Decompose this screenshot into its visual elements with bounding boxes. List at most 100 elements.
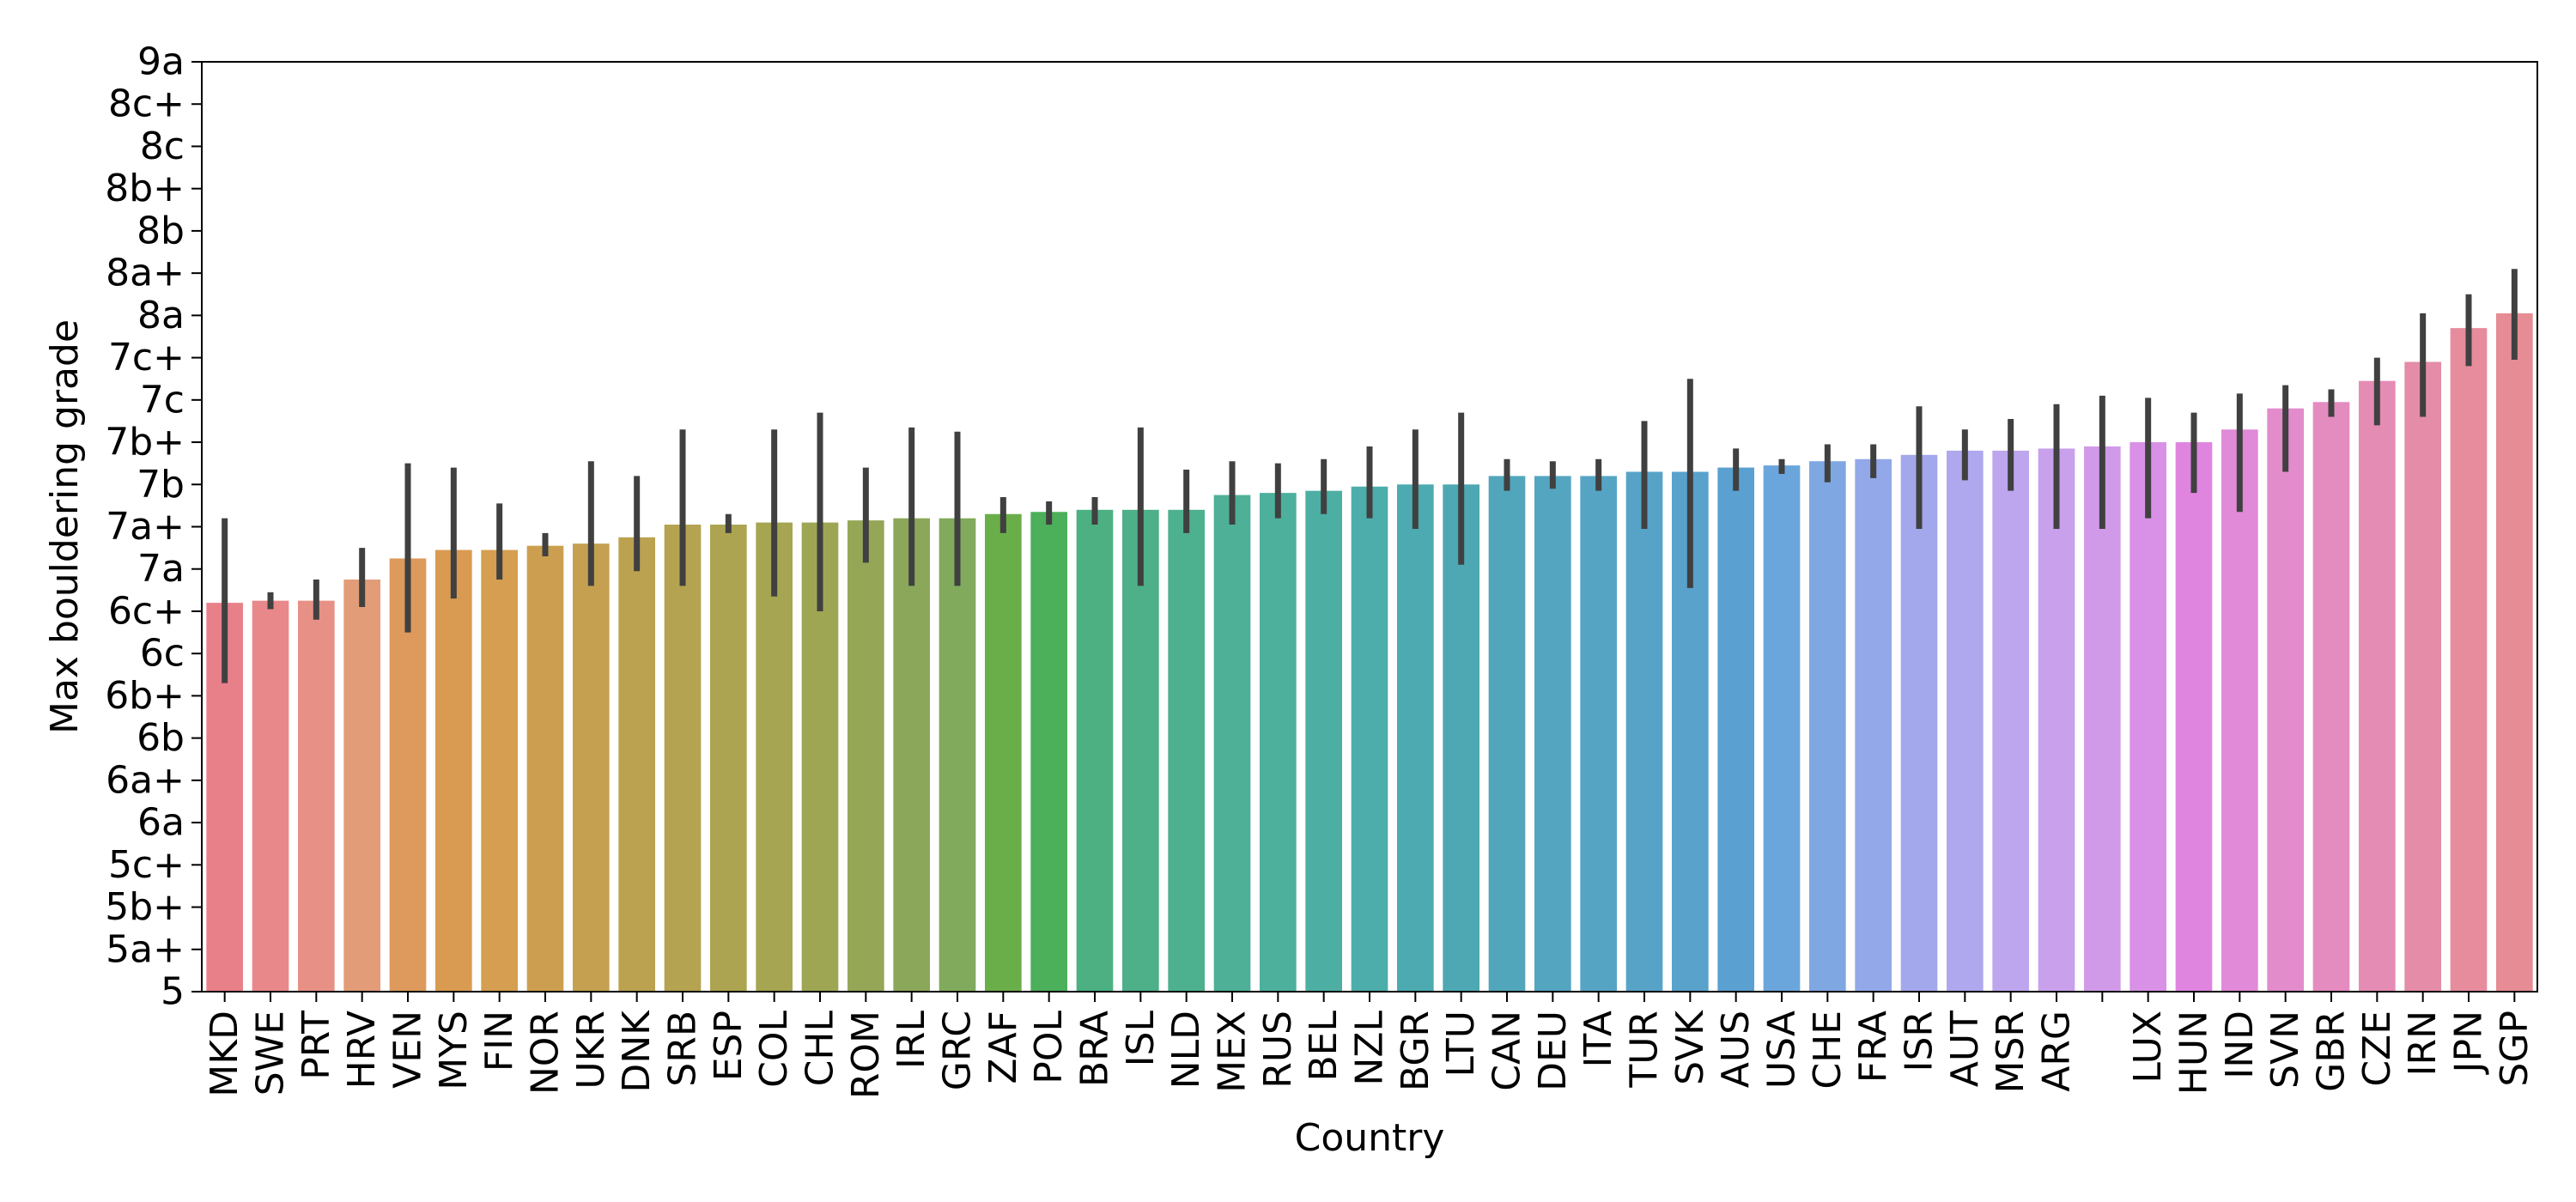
x-tick-label: HRV: [340, 1011, 384, 1089]
bar: [1351, 486, 1388, 992]
x-tick-label: AUT: [1943, 1011, 1987, 1087]
x-tick-label: DEU: [1531, 1011, 1575, 1091]
bar: [2221, 429, 2258, 992]
bar: [1625, 471, 1663, 992]
y-tick-label: 7a+: [106, 505, 185, 549]
x-tick-label: IND: [2218, 1011, 2262, 1079]
bar: [1534, 476, 1571, 992]
bar: [1488, 476, 1526, 992]
bar: [2312, 402, 2350, 992]
y-tick-label: 8a+: [106, 252, 185, 295]
y-tick-label: 5b+: [105, 885, 185, 929]
bar: [710, 525, 747, 992]
bar: [893, 518, 930, 992]
bar: [1763, 465, 1801, 992]
x-tick-label: COL: [752, 1011, 796, 1088]
x-tick-label: MSR: [1989, 1011, 2032, 1093]
bar: [618, 537, 655, 992]
x-tick-label: CHL: [799, 1011, 842, 1087]
y-tick-label: 8c+: [108, 82, 185, 126]
y-tick-label: 5a+: [106, 927, 185, 971]
x-axis: MKD SWE PRT HRV VEN MYS FIN NOR UKR DNK SRB ESP COL C…: [203, 992, 2537, 1099]
y-tick-label: 7c: [140, 378, 185, 422]
x-tick-label: ISR: [1898, 1011, 1941, 1071]
x-tick-label: FIN: [477, 1011, 521, 1071]
bar: [939, 518, 976, 992]
y-tick-label: 7c+: [108, 336, 185, 379]
x-axis-title: Country: [1295, 1116, 1445, 1160]
x-tick-label: BEL: [1302, 1011, 1346, 1082]
bar: [252, 600, 289, 992]
y-tick-label: 9a: [137, 40, 185, 84]
y-tick-label: 6a+: [106, 758, 185, 802]
y-axis-title: Max bouldering grade: [43, 319, 87, 734]
x-tick-label: BRA: [1073, 1011, 1117, 1087]
x-tick-label: NLD: [1164, 1011, 1208, 1089]
x-tick-label: SWE: [249, 1011, 293, 1096]
bar: [1076, 509, 1114, 992]
x-tick-label: CAN: [1485, 1011, 1529, 1091]
x-tick-label: USA: [1760, 1011, 1804, 1089]
bar: [481, 549, 518, 992]
y-tick-label: 6b: [137, 716, 185, 760]
x-tick-label: NZL: [1348, 1011, 1392, 1086]
x-tick-label: ARG: [2035, 1011, 2079, 1092]
x-tick-label: UKR: [569, 1011, 613, 1090]
bar: [298, 600, 335, 992]
y-tick-label: 5c+: [108, 843, 185, 887]
x-tick-label: SVK: [1668, 1010, 1712, 1085]
bars-layer: [206, 313, 2533, 993]
x-tick-label: ESP: [707, 1011, 750, 1081]
error-bars-layer: [222, 269, 2518, 683]
bar: [1947, 450, 1984, 992]
bar: [435, 549, 472, 992]
x-tick-label: IRL: [890, 1011, 933, 1070]
bar: [526, 545, 564, 992]
x-tick-label: ROM: [844, 1011, 888, 1099]
bar: [664, 525, 702, 992]
bar: [1443, 484, 1479, 992]
x-tick-label: AUS: [1714, 1011, 1758, 1088]
y-axis: 55a+5b+5c+6a6a+6b6b+6c6c+7a7a+7b7b+7c7c+…: [105, 40, 202, 1014]
bar: [1213, 495, 1251, 992]
bar: [2129, 442, 2166, 992]
x-tick-label: MKD: [203, 1011, 246, 1097]
bar: [1809, 461, 1846, 992]
y-tick-label: 8c: [140, 124, 185, 168]
bar: [1168, 509, 1205, 992]
bar: [1397, 484, 1434, 992]
x-tick-label: ISL: [1119, 1011, 1163, 1067]
y-tick-label: 7b: [137, 463, 185, 507]
bar: [985, 513, 1022, 992]
x-tick-label: LTU: [1439, 1011, 1483, 1078]
x-tick-label: CZE: [2355, 1011, 2399, 1087]
bar: [2267, 408, 2304, 992]
bar: [1122, 509, 1159, 992]
bar: [1260, 493, 1297, 992]
x-tick-label: MEX: [1211, 1011, 1255, 1093]
x-tick-label: FRA: [1851, 1011, 1895, 1083]
y-tick-label: 8a: [137, 294, 185, 337]
bar: [2175, 442, 2213, 992]
y-tick-label: 5: [161, 970, 185, 1014]
bar: [1030, 512, 1067, 992]
x-tick-label: HUN: [2172, 1011, 2216, 1095]
x-tick-label: NOR: [524, 1011, 568, 1095]
x-tick-label: MYS: [432, 1011, 476, 1090]
bar: [2496, 313, 2533, 992]
x-tick-label: SRB: [661, 1011, 705, 1087]
x-tick-label: JPN: [2447, 1011, 2491, 1075]
y-tick-label: 6c+: [108, 589, 185, 633]
bar: [1900, 454, 1938, 992]
x-tick-label: POL: [1027, 1011, 1071, 1084]
bar: [343, 580, 380, 992]
y-tick-label: 6a: [137, 801, 185, 845]
y-tick-label: 6c: [140, 632, 185, 676]
x-tick-label: TUR: [1623, 1011, 1667, 1089]
bar: [2450, 328, 2488, 992]
x-tick-label: SGP: [2493, 1011, 2537, 1087]
x-tick-label: LUX: [2126, 1011, 2170, 1084]
x-tick-label: CHE: [1806, 1011, 1850, 1090]
bar: [1717, 467, 1754, 992]
